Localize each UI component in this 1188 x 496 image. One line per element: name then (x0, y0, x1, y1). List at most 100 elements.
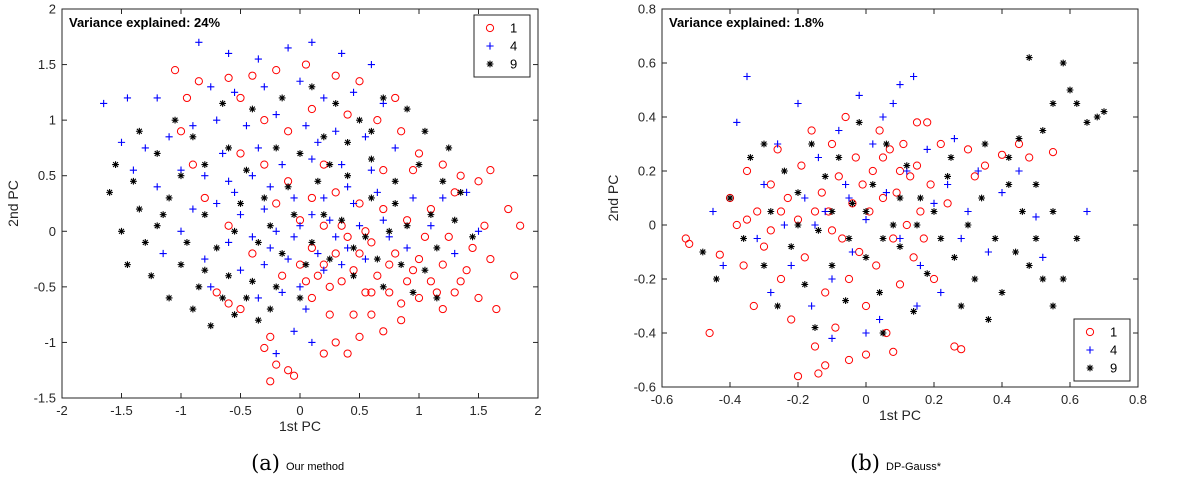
point-series-1 (889, 234, 898, 243)
point-series-1 (182, 93, 192, 103)
point-series-1 (403, 277, 412, 286)
point-series-4 (129, 166, 137, 174)
point-series-4 (272, 227, 280, 235)
point-series-4 (916, 261, 924, 270)
x-tick-label: -1 (175, 403, 187, 418)
y-tick-label: 0.2 (638, 164, 656, 179)
point-series-4 (284, 44, 292, 52)
point-series-9 (373, 255, 381, 263)
point-series-9 (923, 270, 931, 277)
point-series-4 (314, 138, 322, 146)
point-series-1 (224, 73, 233, 83)
point-series-4 (260, 205, 268, 213)
point-series-1 (725, 193, 735, 203)
point-series-4 (153, 183, 161, 191)
point-series-4 (409, 194, 417, 202)
point-series-1 (855, 247, 864, 257)
point-series-4 (278, 288, 286, 297)
point-series-1 (936, 139, 945, 149)
point-series-1 (739, 261, 748, 270)
point-series-9 (760, 140, 768, 148)
point-series-9 (379, 94, 387, 102)
point-series-4 (379, 216, 387, 224)
x-tick-label: 0 (296, 403, 303, 418)
point-series-9 (201, 266, 209, 274)
point-series-1 (414, 149, 424, 158)
point-series-1 (480, 221, 489, 230)
x-tick-label: 2 (534, 403, 541, 418)
point-series-4 (896, 234, 904, 243)
point-series-1 (301, 60, 311, 69)
point-series-1 (732, 220, 741, 230)
point-series-4 (296, 77, 304, 85)
point-series-4 (882, 189, 890, 197)
y-tick-label: -1 (44, 335, 56, 350)
point-series-9 (326, 255, 334, 263)
point-series-1 (408, 266, 418, 275)
point-series-1 (889, 347, 898, 356)
point-series-9 (249, 105, 256, 113)
point-series-1 (272, 66, 281, 75)
legend-label-9: 9 (510, 57, 517, 72)
point-series-9 (326, 161, 334, 168)
point-series-1 (851, 153, 860, 162)
point-series-1 (681, 234, 690, 243)
point-series-1 (810, 207, 820, 216)
point-series-4 (835, 126, 843, 135)
point-series-9 (808, 140, 815, 148)
point-series-4 (709, 207, 717, 216)
point-series-9 (272, 144, 280, 152)
point-series-1 (821, 361, 830, 370)
y-tick-label: -1.5 (34, 391, 56, 406)
point-series-1 (715, 250, 724, 259)
point-series-1 (260, 160, 269, 169)
point-series-1 (516, 221, 525, 230)
point-series-9 (314, 177, 322, 185)
point-series-9 (368, 127, 375, 135)
point-series-9 (947, 154, 955, 161)
point-series-4 (848, 248, 856, 256)
point-series-1 (224, 221, 233, 230)
point-series-4 (272, 349, 280, 358)
legend-marker-9 (486, 60, 494, 68)
point-series-9 (937, 235, 945, 242)
point-series-4 (266, 183, 274, 191)
y-axis-label: 2nd PC (5, 180, 21, 227)
point-series-1 (759, 242, 769, 251)
point-series-9 (896, 243, 904, 250)
point-series-1 (420, 232, 430, 241)
point-series-1 (176, 127, 186, 136)
point-series-9 (787, 243, 795, 250)
y-tick-label: -0.6 (634, 380, 656, 395)
x-tick-label: -0.2 (787, 392, 809, 407)
point-series-1 (783, 193, 792, 203)
point-series-9 (1049, 302, 1057, 310)
point-series-1 (272, 360, 281, 369)
point-series-4 (811, 221, 819, 229)
point-series-1 (831, 323, 840, 332)
point-series-9 (1025, 262, 1033, 269)
point-series-4 (308, 338, 316, 347)
y-axis-label: 2nd PC (605, 175, 621, 222)
y-tick-label: 0 (649, 218, 656, 233)
point-series-4 (1032, 213, 1040, 221)
point-series-4 (308, 211, 316, 219)
caption-letter: (b) (850, 451, 880, 475)
point-series-9 (219, 294, 227, 302)
point-series-4 (889, 99, 897, 108)
point-series-9 (1032, 181, 1040, 188)
point-series-9 (1066, 86, 1074, 94)
point-series-1 (807, 126, 816, 135)
point-series-4 (361, 255, 370, 263)
point-series-4 (278, 161, 286, 169)
point-series-1 (331, 188, 340, 197)
point-series-4 (320, 266, 328, 274)
point-series-4 (213, 116, 221, 124)
point-series-4 (290, 194, 298, 202)
point-series-9 (397, 261, 405, 269)
point-series-4 (338, 161, 346, 169)
point-series-9 (1005, 154, 1013, 161)
point-series-9 (1049, 208, 1057, 215)
point-series-4 (474, 227, 483, 235)
x-axis-label: 1st PC (879, 407, 921, 423)
